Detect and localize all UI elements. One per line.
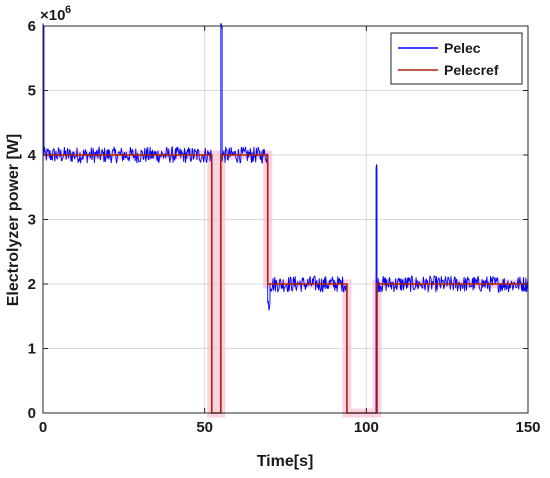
- y-tick-label: 2: [28, 276, 36, 293]
- x-tick-label: 100: [354, 419, 379, 436]
- y-tick-label: 3: [28, 212, 36, 229]
- y-tick-label: 4: [28, 147, 37, 164]
- y-tick-label: 0: [28, 405, 36, 422]
- y-tick-label: 6: [28, 18, 36, 35]
- axis-ticks: 0 50 100 150 0 1 2 3 4 5 6: [28, 18, 541, 436]
- y-axis-title: Electrolyzer power [W]: [5, 134, 22, 306]
- series-line-pelecref: [43, 154, 528, 414]
- legend-label-pelec: Pelec: [444, 40, 481, 56]
- legend-label-pelecref: Pelecref: [444, 62, 499, 78]
- x-tick-label: 150: [515, 419, 540, 436]
- y-tick-label: 5: [28, 83, 36, 100]
- series-lines: [42, 22, 529, 418]
- x-tick-label: 0: [39, 419, 47, 436]
- y-tick-label: 1: [28, 341, 36, 358]
- y-multiplier-exponent: 6: [65, 4, 71, 16]
- x-axis-title: Time[s]: [257, 453, 314, 470]
- legend-box: [390, 32, 523, 85]
- series-line-pelec: [42, 22, 529, 414]
- y-multiplier-base: ×10: [40, 7, 65, 24]
- x-tick-label: 50: [196, 419, 213, 436]
- legend: Pelec Pelecref: [390, 32, 523, 85]
